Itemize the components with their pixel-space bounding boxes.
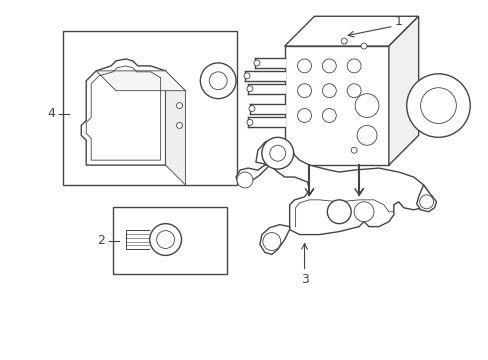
Circle shape	[322, 59, 336, 73]
Polygon shape	[416, 185, 436, 212]
Text: 4: 4	[47, 107, 55, 120]
Circle shape	[248, 105, 254, 112]
Polygon shape	[96, 71, 185, 91]
Circle shape	[353, 202, 373, 222]
Polygon shape	[165, 71, 185, 185]
Bar	[63, 31, 237, 185]
Circle shape	[263, 233, 280, 251]
Circle shape	[341, 38, 346, 44]
Circle shape	[246, 86, 252, 92]
Circle shape	[200, 63, 236, 99]
Text: 1: 1	[394, 15, 402, 28]
Circle shape	[419, 195, 433, 209]
Circle shape	[176, 103, 182, 109]
Circle shape	[253, 60, 259, 66]
Polygon shape	[236, 165, 269, 185]
Circle shape	[297, 84, 311, 98]
Polygon shape	[255, 138, 289, 165]
Circle shape	[297, 109, 311, 122]
Polygon shape	[81, 59, 165, 165]
Polygon shape	[284, 16, 418, 46]
Circle shape	[246, 120, 252, 125]
Circle shape	[237, 172, 252, 188]
Circle shape	[346, 84, 360, 98]
Text: 3: 3	[300, 273, 308, 286]
Bar	[113, 207, 226, 274]
Circle shape	[322, 84, 336, 98]
Bar	[284, 46, 388, 165]
Circle shape	[420, 88, 455, 123]
Circle shape	[350, 147, 356, 153]
Circle shape	[209, 72, 226, 90]
Circle shape	[346, 59, 360, 73]
Polygon shape	[259, 225, 289, 255]
Circle shape	[156, 231, 174, 248]
Polygon shape	[264, 138, 427, 235]
Circle shape	[262, 137, 293, 169]
Circle shape	[360, 43, 366, 49]
Circle shape	[149, 224, 181, 255]
Circle shape	[176, 122, 182, 129]
Circle shape	[406, 74, 469, 137]
Circle shape	[354, 94, 378, 117]
Text: 2: 2	[97, 234, 105, 247]
Circle shape	[269, 145, 285, 161]
Circle shape	[322, 109, 336, 122]
Circle shape	[297, 59, 311, 73]
Circle shape	[326, 200, 350, 224]
Circle shape	[244, 73, 249, 79]
Polygon shape	[388, 16, 418, 165]
Circle shape	[356, 125, 376, 145]
